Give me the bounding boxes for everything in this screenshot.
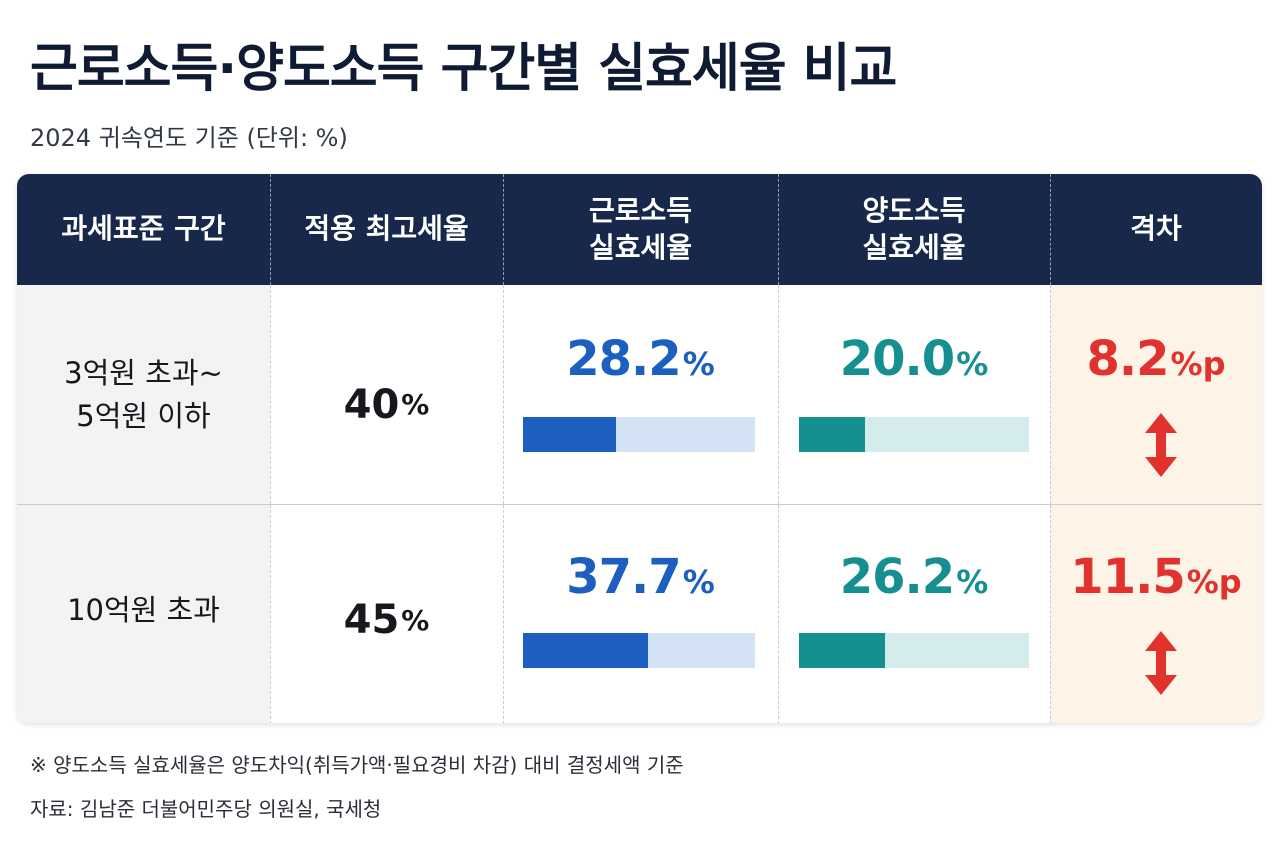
- percent-unit: %: [956, 345, 989, 383]
- footnote: ※ 양도소득 실효세율은 양도차익(취득가액·필요경비 차감) 대비 결정세액 …: [30, 753, 684, 777]
- labor-rate-number: 28.2: [566, 331, 681, 387]
- bracket-cell-bg: [17, 285, 270, 504]
- max-rate-value: 45%: [270, 515, 503, 723]
- capital-rate-label: 20.0%: [778, 331, 1050, 387]
- labor-rate-label: 28.2%: [503, 331, 778, 387]
- table-header: 과세표준 구간 적용 최고세율 근로소득 실효세율 양도소득 실효세율 격차: [17, 174, 1262, 285]
- double-arrow-icon: [1145, 631, 1177, 695]
- chart-subtitle: 2024 귀속연도 기준 (단위: %): [30, 124, 348, 152]
- labor-rate-number: 37.7: [566, 549, 681, 605]
- labor-rate-bar-track: [523, 417, 755, 452]
- header-divider: [270, 174, 271, 285]
- header-capital-rate: 양도소득 실효세율: [862, 194, 966, 264]
- header-labor-rate: 근로소득 실효세율: [588, 194, 693, 264]
- capital-rate-number: 20.0: [839, 331, 955, 387]
- capital-rate-bar-track: [799, 417, 1029, 452]
- header-max-rate: 적용 최고세율: [304, 212, 469, 246]
- table-row: 10억원 초과 45% 37.7% 26.2% 11.5%p: [17, 504, 1262, 723]
- percent-unit: %: [956, 563, 989, 601]
- labor-rate-bar: [523, 633, 648, 668]
- gap-label: 11.5%p: [1050, 549, 1262, 605]
- column-divider: [1050, 285, 1051, 504]
- header-divider: [503, 174, 504, 285]
- capital-rate-number: 26.2: [839, 549, 955, 605]
- capital-rate-bar: [799, 633, 885, 668]
- percent-unit: %: [682, 563, 715, 601]
- column-divider: [503, 285, 504, 504]
- percent-unit: %: [401, 388, 430, 421]
- labor-rate-bar: [523, 417, 616, 452]
- percent-unit: %: [401, 603, 430, 637]
- gap-number: 11.5: [1070, 549, 1185, 605]
- column-divider: [778, 285, 779, 504]
- bracket-cell-bg: [17, 505, 270, 723]
- max-rate-number: 40: [343, 381, 400, 428]
- bracket-label: 3억원 초과~ 5억원 이하: [64, 356, 223, 433]
- column-divider: [1050, 505, 1051, 723]
- labor-rate-label: 37.7%: [503, 549, 778, 605]
- header-divider: [1050, 174, 1051, 285]
- double-arrow-icon: [1145, 413, 1177, 477]
- capital-rate-bar: [799, 417, 865, 452]
- bracket-label: 10억원 초과: [67, 592, 220, 627]
- gap-label: 8.2%p: [1050, 331, 1262, 387]
- column-divider: [778, 505, 779, 723]
- chart-title: 근로소득·양도소득 구간별 실효세율 비교: [30, 39, 897, 99]
- column-divider: [270, 505, 271, 723]
- column-divider: [270, 285, 271, 504]
- percent-unit: %: [682, 345, 715, 383]
- pp-unit: %p: [1186, 563, 1242, 601]
- header-divider: [778, 174, 779, 285]
- header-gap: 격차: [1130, 212, 1182, 246]
- header-bracket: 과세표준 구간: [61, 212, 226, 246]
- labor-rate-bar-track: [523, 633, 755, 668]
- tax-rate-table: 과세표준 구간 적용 최고세율 근로소득 실효세율 양도소득 실효세율 격차 3…: [17, 174, 1262, 723]
- table-row: 3억원 초과~ 5억원 이하 40% 28.2% 20.0% 8.2%p: [17, 285, 1262, 504]
- column-divider: [503, 505, 504, 723]
- capital-rate-label: 26.2%: [778, 549, 1050, 605]
- max-rate-value: 40%: [270, 295, 503, 514]
- pp-unit: %p: [1170, 345, 1226, 383]
- source-note: 자료: 김남준 더불어민주당 의원실, 국세청: [30, 797, 382, 821]
- capital-rate-bar-track: [799, 633, 1029, 668]
- gap-number: 8.2: [1086, 331, 1170, 387]
- max-rate-number: 45: [343, 597, 400, 643]
